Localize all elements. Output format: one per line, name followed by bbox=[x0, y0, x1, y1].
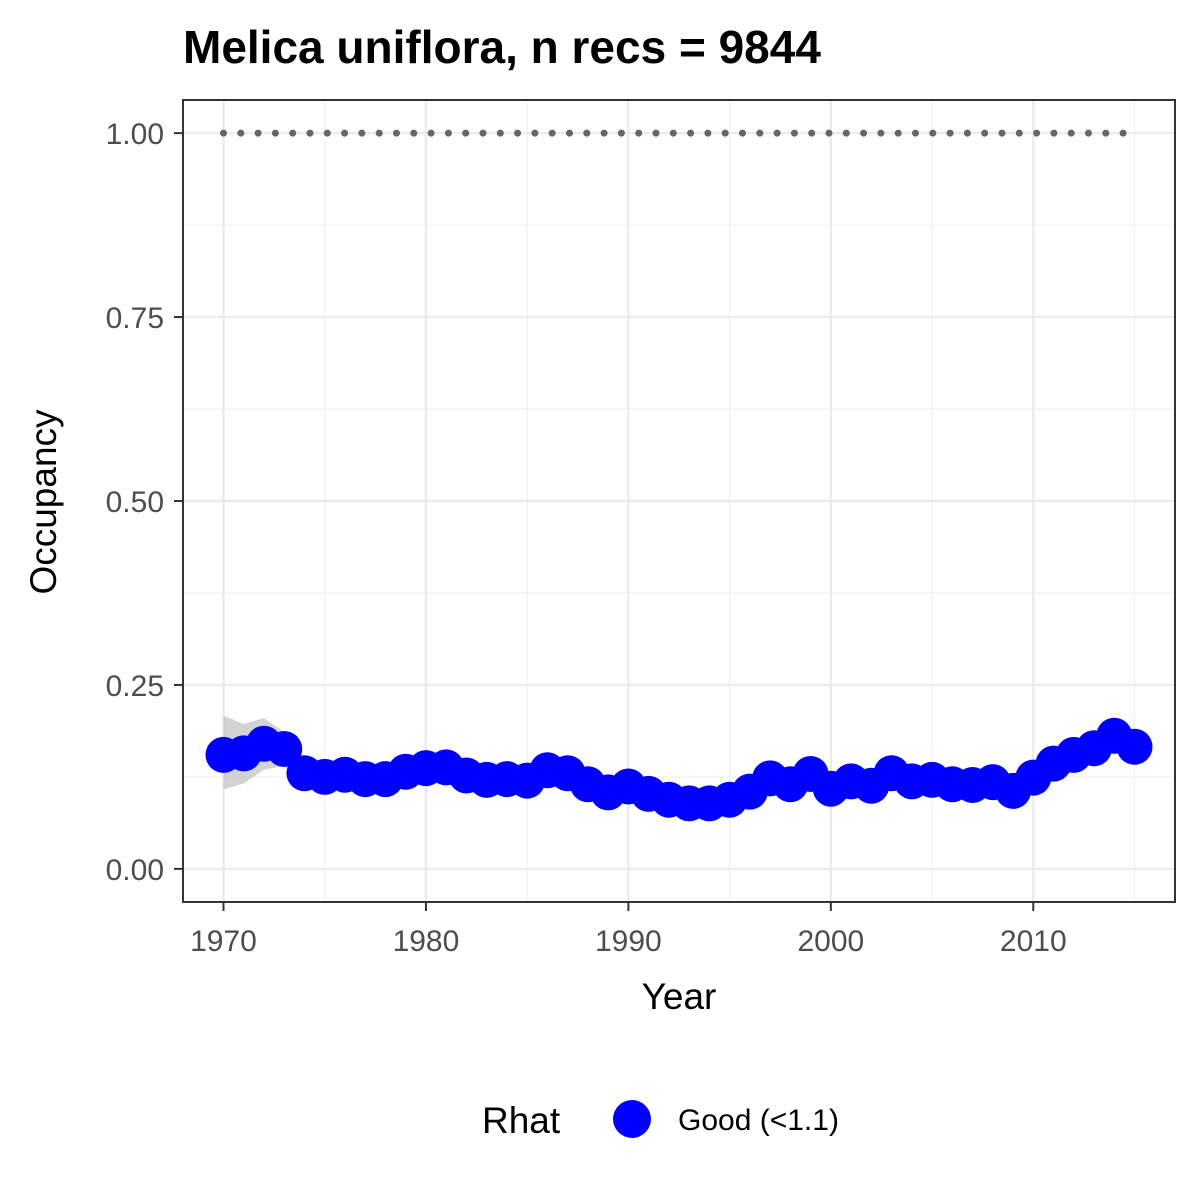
y-tick-label: 0.75 bbox=[106, 302, 164, 335]
x-tick-label: 1970 bbox=[190, 925, 257, 958]
y-tick-label: 0.00 bbox=[106, 854, 164, 887]
x-axis: 1970 1980 1990 2000 2010 bbox=[190, 902, 1067, 958]
y-tick-label: 0.50 bbox=[106, 486, 164, 519]
legend-label-good: Good (<1.1) bbox=[678, 1104, 839, 1137]
y-tick-label: 0.25 bbox=[106, 670, 164, 703]
x-axis-title: Year bbox=[642, 976, 717, 1017]
y-tick-label: 1.00 bbox=[106, 118, 164, 151]
data-point bbox=[1116, 728, 1153, 765]
y-axis-title: Occupancy bbox=[23, 409, 64, 595]
x-tick-label: 2000 bbox=[797, 925, 864, 958]
x-tick-label: 1990 bbox=[595, 925, 662, 958]
x-tick-label: 1980 bbox=[393, 925, 460, 958]
legend: Rhat Good (<1.1) bbox=[482, 1100, 839, 1141]
series-points bbox=[205, 717, 1153, 822]
x-tick-label: 2010 bbox=[1000, 925, 1067, 958]
legend-title: Rhat bbox=[482, 1100, 561, 1141]
y-axis: 0.00 0.25 0.50 0.75 1.00 bbox=[106, 118, 183, 887]
chart-title: Melica uniflora, n recs = 9844 bbox=[183, 21, 821, 73]
legend-key-good bbox=[613, 1100, 651, 1138]
data-point bbox=[266, 730, 303, 767]
